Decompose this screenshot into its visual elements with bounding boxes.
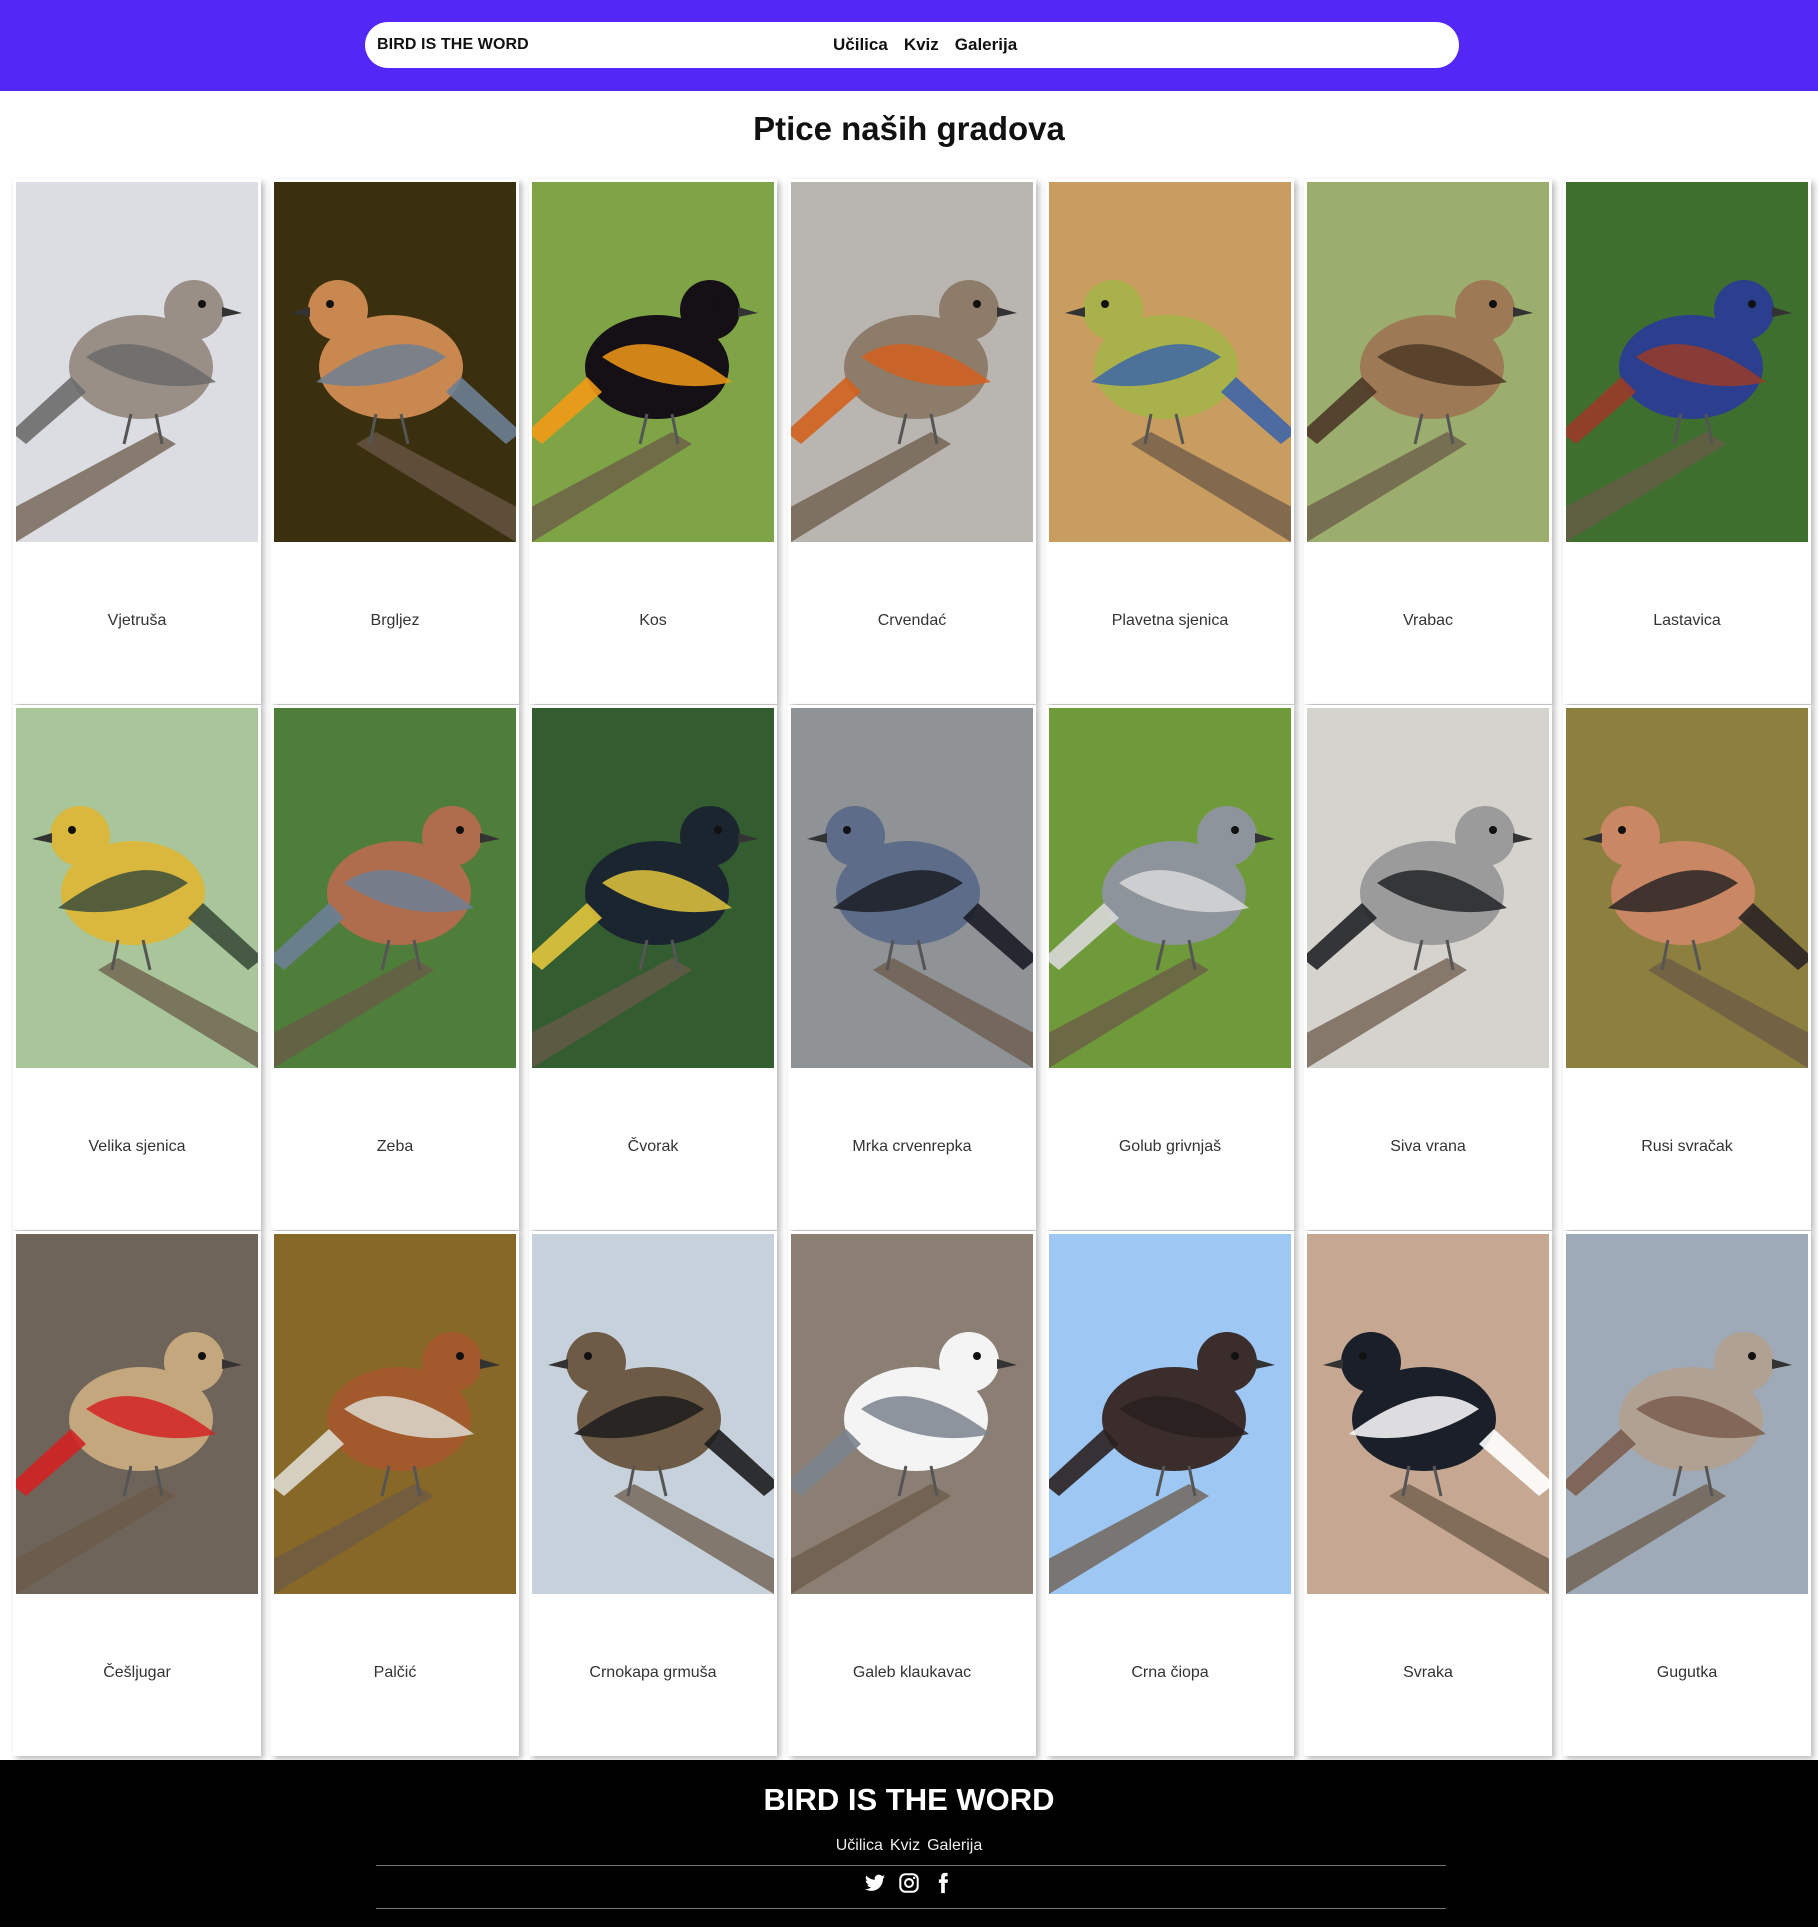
nav-link-galerija[interactable]: Galerija <box>954 35 1018 54</box>
bird-card[interactable]: Galeb klaukavac <box>788 1231 1036 1756</box>
bird-card[interactable]: Češljugar <box>13 1231 261 1756</box>
bird-card[interactable]: Gugutka <box>1563 1231 1811 1756</box>
bird-photo <box>1307 708 1549 1068</box>
twitter-icon[interactable] <box>864 1872 886 1894</box>
bird-photo <box>274 1234 516 1594</box>
bird-name: Mrka crvenrepka <box>852 1138 972 1155</box>
bird-name: Crvendać <box>877 612 947 629</box>
bird-card[interactable]: Zeba <box>271 705 519 1230</box>
bird-card[interactable]: Kos <box>529 179 777 704</box>
bird-name: Golub grivnjaš <box>1118 1138 1222 1155</box>
footer-brand: BIRD IS THE WORD <box>763 1782 1055 1817</box>
bird-name: Palčić <box>373 1664 417 1681</box>
bird-name: Brgljez <box>370 612 420 629</box>
bird-card[interactable]: Crnokapa grmuša <box>529 1231 777 1756</box>
bird-photo <box>791 182 1033 542</box>
bird-card[interactable]: Plavetna sjenica <box>1046 179 1294 704</box>
brand-logo[interactable]: BIRD IS THE WORD <box>377 36 529 53</box>
bird-photo <box>16 1234 258 1594</box>
bird-card[interactable]: Čvorak <box>529 705 777 1230</box>
bird-card[interactable]: Rusi svračak <box>1563 705 1811 1230</box>
bird-photo <box>532 708 774 1068</box>
bird-photo <box>1049 182 1291 542</box>
nav-link-ucilica[interactable]: Učilica <box>833 35 888 54</box>
bird-card[interactable]: Crvendać <box>788 179 1036 704</box>
social-links <box>0 1872 1818 1894</box>
bird-name: Plavetna sjenica <box>1111 612 1229 629</box>
bird-photo <box>791 1234 1033 1594</box>
bird-name: Crnokapa grmuša <box>589 1664 717 1681</box>
bird-name: Rusi svračak <box>1641 1138 1733 1155</box>
bird-name: Vjetruša <box>107 612 167 629</box>
bird-photo <box>1307 182 1549 542</box>
bird-name: Kos <box>639 612 667 629</box>
bird-card[interactable]: Velika sjenica <box>13 705 261 1230</box>
bird-name: Crna čiopa <box>1131 1664 1209 1681</box>
bird-photo <box>16 182 258 542</box>
bird-name: Velika sjenica <box>88 1138 186 1155</box>
footer-divider-bottom <box>376 1908 1446 1909</box>
navbar: BIRD IS THE WORD Učilica Kviz Galerija <box>365 22 1459 68</box>
bird-name: Lastavica <box>1653 612 1721 629</box>
bird-photo <box>1049 708 1291 1068</box>
bird-card[interactable]: Golub grivnjaš <box>1046 705 1294 1230</box>
bird-photo <box>1307 1234 1549 1594</box>
main-nav: Učilica Kviz Galerija <box>833 22 1017 68</box>
bird-photo <box>1566 708 1808 1068</box>
bird-photo <box>274 708 516 1068</box>
site-header: BIRD IS THE WORD Učilica Kviz Galerija <box>0 0 1818 91</box>
bird-name: Gugutka <box>1656 1664 1718 1681</box>
site-footer: BIRD IS THE WORD Učilica Kviz Galerija <box>0 1760 1818 1927</box>
bird-card[interactable]: Siva vrana <box>1304 705 1552 1230</box>
bird-name: Češljugar <box>103 1664 171 1681</box>
bird-card[interactable]: Vjetruša <box>13 179 261 704</box>
bird-photo <box>791 708 1033 1068</box>
bird-photo <box>532 182 774 542</box>
bird-photo <box>532 1234 774 1594</box>
bird-photo <box>1566 182 1808 542</box>
bird-name: Galeb klaukavac <box>852 1664 972 1681</box>
bird-name: Siva vrana <box>1390 1138 1466 1155</box>
bird-card[interactable]: Brgljez <box>271 179 519 704</box>
bird-name: Vrabac <box>1402 612 1454 629</box>
bird-card[interactable]: Palčić <box>271 1231 519 1756</box>
footer-nav: Učilica Kviz Galerija <box>0 1837 1818 1855</box>
footer-divider <box>376 1865 1446 1866</box>
page-title: Ptice naših gradova <box>753 110 1065 147</box>
bird-photo <box>1049 1234 1291 1594</box>
bird-name: Zeba <box>376 1138 414 1155</box>
bird-card[interactable]: Crna čiopa <box>1046 1231 1294 1756</box>
footer-link-galerija[interactable]: Galerija <box>927 1837 983 1854</box>
bird-card[interactable]: Svraka <box>1304 1231 1552 1756</box>
bird-card[interactable]: Mrka crvenrepka <box>788 705 1036 1230</box>
instagram-icon[interactable] <box>898 1872 920 1894</box>
bird-card[interactable]: Vrabac <box>1304 179 1552 704</box>
bird-name: Čvorak <box>627 1138 679 1155</box>
nav-link-kviz[interactable]: Kviz <box>903 35 939 54</box>
bird-name: Svraka <box>1403 1664 1453 1681</box>
bird-photo <box>16 708 258 1068</box>
footer-link-kviz[interactable]: Kviz <box>889 1837 921 1854</box>
footer-link-ucilica[interactable]: Učilica <box>835 1837 883 1854</box>
bird-photo <box>1566 1234 1808 1594</box>
bird-card[interactable]: Lastavica <box>1563 179 1811 704</box>
bird-photo <box>274 182 516 542</box>
facebook-icon[interactable] <box>932 1872 954 1894</box>
